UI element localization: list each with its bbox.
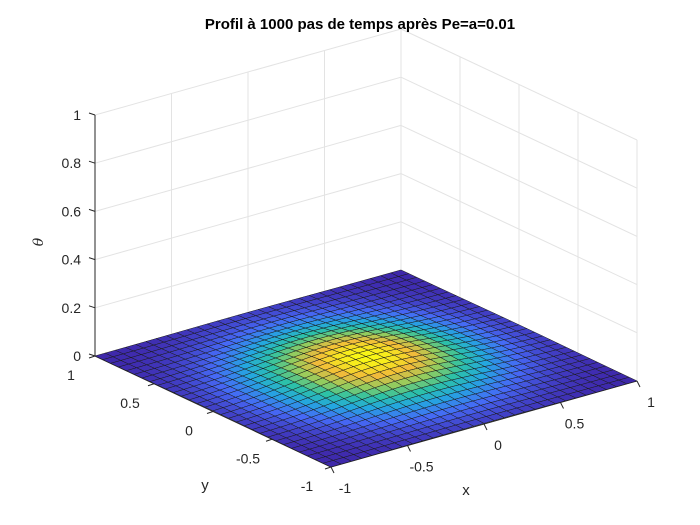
z-tick-label: 0 (73, 348, 81, 364)
y-tick-mark (206, 411, 214, 414)
z-tick-mark (88, 353, 96, 357)
x-tick-label: 1 (647, 394, 655, 410)
z-tick-mark (88, 305, 96, 309)
y-tick-label: 0 (185, 423, 193, 439)
z-axis-label: θ (31, 237, 47, 246)
x-tick-mark (636, 380, 641, 388)
y-tick-mark (324, 466, 332, 470)
y-tick-mark (265, 438, 273, 442)
z-tick-label: 0.6 (62, 203, 82, 219)
tick-labels: -1 -0.5 0 0.5 1 -1 -0.5 0 0.5 1 0 0.2 0.4 0.6 0.8 1 (62, 107, 656, 496)
z-tick-mark (88, 112, 96, 116)
surface-mesh (94, 269, 638, 468)
z-tick-label: 1 (73, 107, 81, 123)
z-tick-label: 0.2 (62, 300, 82, 316)
z-tick-label: 0.8 (62, 155, 82, 171)
x-tick-label: -1 (339, 480, 352, 496)
chart-title: Profil à 1000 pas de temps après Pe=a=0.… (205, 16, 515, 33)
y-tick-label: -0.5 (236, 450, 260, 466)
surface-cell (618, 376, 638, 385)
z-tick-mark (88, 257, 96, 261)
x-tick-label: 0 (494, 437, 502, 453)
z-tick-mark (88, 208, 96, 212)
y-tick-label: 1 (67, 367, 75, 383)
y-tick-label: -1 (301, 478, 314, 494)
x-axis-label: x (462, 482, 470, 499)
x-tick-label: 0.5 (565, 416, 585, 432)
z-tick-label: 0.4 (62, 252, 82, 268)
y-tick-mark (147, 383, 155, 387)
y-tick-mark (88, 355, 96, 359)
x-tick-label: -0.5 (409, 459, 433, 475)
x-tick-mark (483, 423, 488, 431)
y-tick-label: 0.5 (120, 395, 140, 411)
z-tick-mark (88, 160, 96, 164)
x-tick-mark (407, 445, 411, 452)
y-axis-label: y (201, 477, 209, 494)
x-tick-mark (560, 402, 564, 409)
x-tick-mark (330, 466, 335, 474)
